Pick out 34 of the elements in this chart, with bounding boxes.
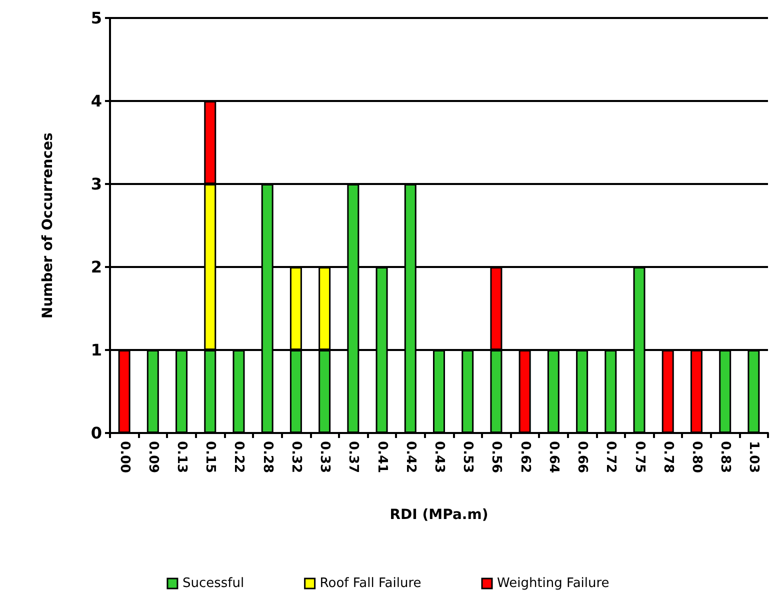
- x-tick-label: 0.75: [632, 441, 647, 474]
- x-tick-label: 0.80: [688, 441, 704, 474]
- x-tick-label: 0.22: [231, 441, 246, 474]
- x-tick-label: 0.43: [432, 441, 446, 474]
- y-tick-label: 3: [90, 174, 102, 194]
- x-tick-label: 0.64: [546, 441, 561, 474]
- y-tick-label: 0: [90, 424, 102, 442]
- y-tick-label: 2: [90, 258, 102, 276]
- x-tick-label: 0.72: [603, 441, 618, 474]
- x-tick-label: 0.33: [317, 441, 332, 474]
- legend-label: Sucessful: [182, 576, 244, 591]
- x-tick-label: 0.09: [145, 441, 160, 474]
- x-tick-label: 0.37: [346, 441, 361, 474]
- x-tick-label: 0.28: [260, 441, 275, 474]
- x-tick-label: 0.32: [288, 441, 304, 474]
- x-tick-label: 0.42: [402, 441, 418, 474]
- x-tick-label: 0.13: [174, 441, 190, 474]
- legend-label: Weighting Failure: [497, 576, 610, 591]
- y-axis-title: Number of Occurrences: [40, 132, 56, 319]
- x-tick-label: 1.03: [746, 441, 762, 474]
- x-tick-label: 0.41: [374, 441, 390, 474]
- x-tick-label: 0.00: [116, 441, 132, 474]
- y-tick-label: 4: [90, 92, 102, 110]
- y-tick-label: 5: [90, 8, 102, 28]
- legend-label: Roof Fall Failure: [320, 576, 422, 591]
- x-tick-label: 0.62: [517, 441, 532, 474]
- x-tick-label: 0.15: [202, 441, 218, 474]
- x-tick-label: 0.78: [660, 441, 676, 474]
- x-tick-label: 0.66: [574, 441, 590, 474]
- x-tick-label: 0.83: [718, 441, 733, 474]
- x-tick-label: 0.53: [460, 441, 476, 474]
- y-tick-label: 1: [90, 340, 102, 360]
- x-axis-title: RDI (MPa.m): [390, 507, 488, 523]
- x-tick-label: 0.56: [488, 441, 504, 474]
